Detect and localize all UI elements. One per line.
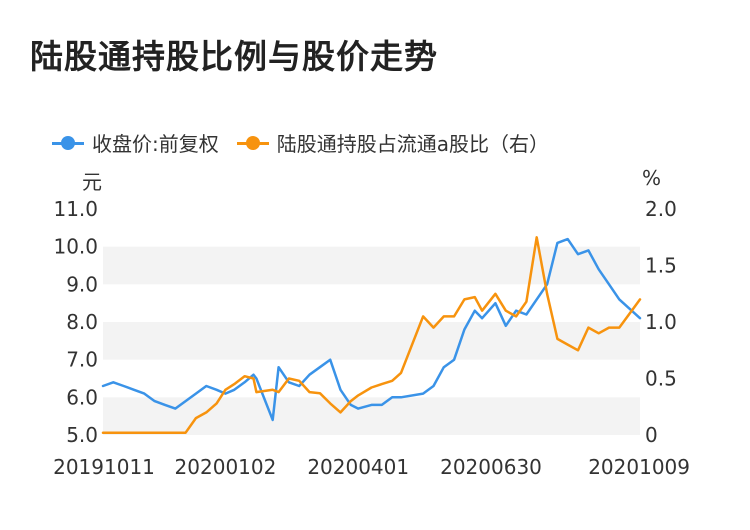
x-tick-label: 20200401 [307, 455, 409, 479]
legend-marker-holding-ratio [236, 133, 269, 153]
right-tick-label: 1.5 [645, 254, 677, 278]
grid-bands [103, 246, 640, 435]
legend-label-price: 收盘价:前复权 [92, 132, 219, 156]
right-axis-ticks: 0 0.5 1.0 1.5 2.0 [645, 197, 677, 447]
left-tick-label: 8.0 [66, 310, 98, 334]
x-tick-label: 20201009 [588, 455, 690, 479]
left-tick-label: 5.0 [66, 423, 98, 447]
legend-marker-price [52, 133, 84, 153]
left-tick-label: 11.0 [53, 197, 98, 221]
grid-band [103, 322, 640, 360]
left-tick-label: 9.0 [66, 272, 98, 296]
right-axis-unit: % [642, 166, 662, 190]
series-line-price [101, 237, 642, 422]
right-tick-label: 1.0 [645, 310, 677, 334]
right-tick-label: 2.0 [645, 197, 677, 221]
legend-label-holding-ratio: 陆股通持股占流通a股比（右） [276, 132, 550, 156]
grid-band [103, 246, 640, 285]
grid-band [103, 397, 640, 435]
right-tick-label: 0.5 [645, 367, 677, 391]
left-tick-label: 6.0 [66, 385, 98, 409]
legend-item-holding-ratio[interactable]: 陆股通持股占流通a股比（右） [236, 128, 550, 157]
x-axis-ticks: 20191011 20200102 20200401 20200630 20201009 [53, 455, 690, 479]
legend: 收盘价:前复权 陆股通持股占流通a股比（右） [52, 128, 567, 157]
left-tick-label: 10.0 [53, 235, 98, 259]
series-lines [101, 236, 642, 434]
legend-item-price[interactable]: 收盘价:前复权 [52, 128, 219, 157]
series-line-holding-ratio [101, 236, 642, 434]
x-tick-label: 20200630 [440, 455, 542, 479]
left-axis-unit: 元 [82, 170, 102, 194]
left-axis-ticks: 5.0 6.0 7.0 8.0 9.0 10.0 11.0 [53, 197, 98, 447]
chart-title: 陆股通持股比例与股价走势 [30, 37, 438, 76]
x-tick-label: 20191011 [53, 455, 155, 479]
x-tick-label: 20200102 [175, 455, 277, 479]
left-tick-label: 7.0 [66, 348, 98, 372]
right-tick-label: 0 [645, 423, 658, 447]
